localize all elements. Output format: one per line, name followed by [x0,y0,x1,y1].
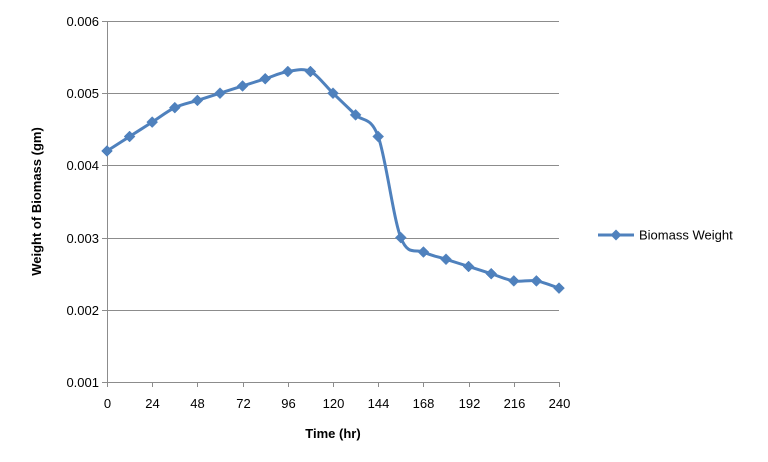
data-point [349,109,362,121]
data-point [530,275,543,287]
data-point [123,130,136,143]
data-point [394,231,407,244]
data-point [372,130,385,143]
y-tick-label: 0.003 [66,231,99,246]
y-tick-label: 0.006 [66,14,99,29]
y-tick-labels: 0.001 0.002 0.003 0.004 0.005 0.006 [66,14,99,390]
x-tick-label: 192 [459,396,481,411]
data-point [259,72,272,85]
data-point [146,116,159,128]
data-point [236,80,249,92]
y-tick-label: 0.002 [66,303,99,318]
data-point [507,275,520,287]
legend-label-biomass-weight: Biomass Weight [639,228,733,243]
data-point [462,260,475,273]
x-tick-label: 120 [323,396,345,411]
x-tick-label: 168 [413,396,435,411]
y-axis-title: Weight of Biomass (gm) [29,127,44,276]
data-point [168,101,181,114]
data-point [214,87,226,100]
data-point [101,145,113,157]
series-markers [101,65,565,294]
data-point [553,282,565,294]
axes [102,21,560,387]
x-tick-label: 96 [281,396,295,411]
grid-lines [107,21,559,311]
x-tick-label: 240 [549,396,571,411]
data-point [281,65,294,78]
legend: Biomass Weight [598,228,733,243]
data-point [191,94,204,107]
legend-diamond-marker [610,229,622,241]
x-axis-title: Time (hr) [305,426,360,441]
data-point [485,267,498,280]
data-point [440,253,452,266]
y-tick-label: 0.004 [66,158,99,173]
x-tick-label: 216 [504,396,526,411]
y-tick-label: 0.005 [66,86,99,101]
data-point [417,246,430,258]
x-tick-label: 0 [104,396,111,411]
data-point [327,87,339,100]
data-point [304,65,317,78]
x-tick-label: 48 [190,396,204,411]
x-tick-labels: 0 24 48 72 96 120 144 168 192 216 240 [104,396,570,411]
y-tick-label: 0.001 [66,375,99,390]
x-tick-label: 144 [368,396,390,411]
x-tick-label: 72 [236,396,250,411]
x-tick-label: 24 [145,396,159,411]
